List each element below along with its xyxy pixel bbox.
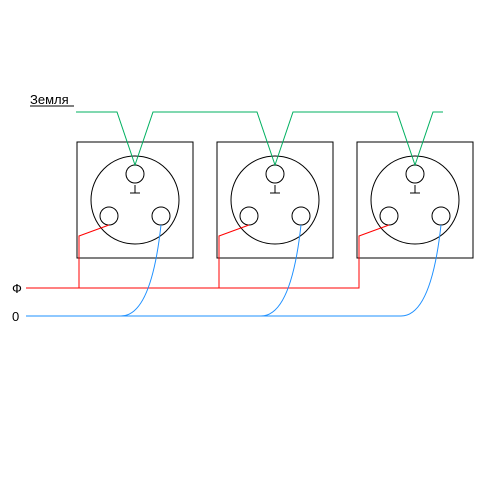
ground-pin (266, 165, 284, 183)
socket-box (217, 142, 333, 258)
phase-pin (380, 207, 398, 225)
socket-box (357, 142, 473, 258)
ground-pin (126, 165, 144, 183)
phase-pin (100, 207, 118, 225)
socket-circle (231, 156, 319, 244)
socket-circle (371, 156, 459, 244)
ground-wire (76, 112, 443, 165)
neutral-label: 0 (12, 309, 19, 324)
phase-pin (240, 207, 258, 225)
socket-circle (91, 156, 179, 244)
wiring-diagram: Земля Ф 0 (0, 0, 500, 500)
socket-box (77, 142, 193, 258)
neutral-pin (152, 207, 170, 225)
neutral-pin (292, 207, 310, 225)
neutral-pin (432, 207, 450, 225)
ground-label: Земля (30, 92, 69, 107)
phase-label: Ф (12, 281, 22, 296)
ground-pin (406, 165, 424, 183)
phase-wire (26, 225, 389, 288)
